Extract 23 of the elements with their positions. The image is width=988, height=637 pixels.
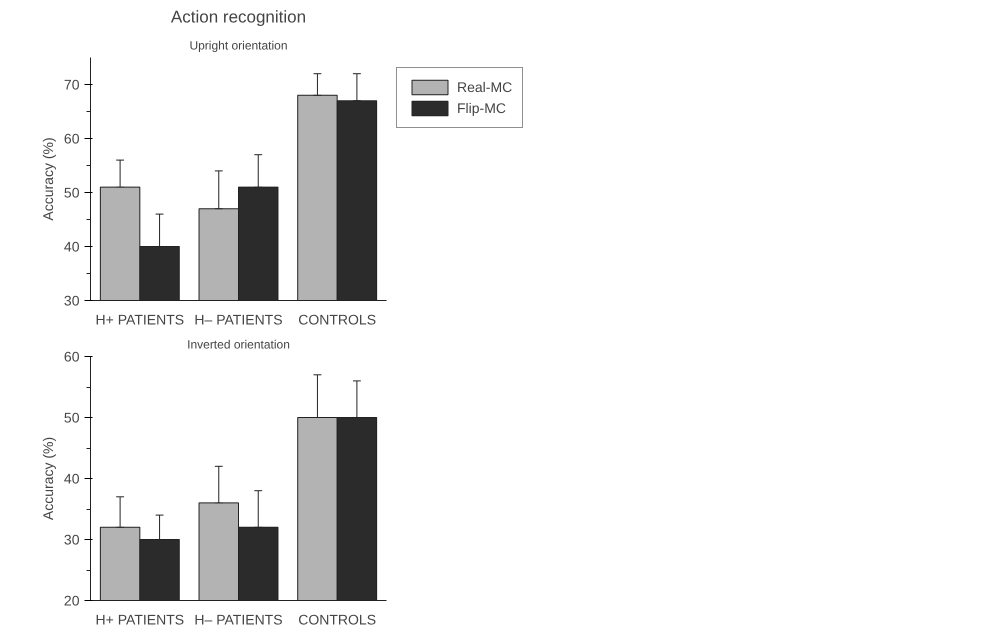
legend-label: Flip-MC bbox=[457, 100, 506, 116]
y-tick-label: 20 bbox=[64, 592, 80, 608]
y-tick-label: 30 bbox=[64, 292, 80, 308]
x-tick-label: CONTROLS bbox=[298, 312, 376, 328]
y-tick-label: 40 bbox=[64, 238, 80, 254]
y-axis-title: Accuracy (%) bbox=[40, 137, 56, 221]
y-tick-label: 50 bbox=[64, 410, 80, 426]
x-tick-label: H+ PATIENTS bbox=[96, 312, 184, 328]
x-tick-label: H– PATIENTS bbox=[194, 312, 283, 328]
chart-subtitle: Inverted orientation bbox=[187, 338, 290, 352]
y-tick-label: 70 bbox=[64, 76, 80, 92]
chart-subtitle: Upright orientation bbox=[189, 38, 288, 52]
x-tick-label: CONTROLS bbox=[298, 612, 376, 628]
x-tick-label: H+ PATIENTS bbox=[96, 612, 184, 628]
chart-title: Action recognition bbox=[170, 8, 306, 26]
y-tick-label: 60 bbox=[64, 130, 80, 146]
y-tick-label: 50 bbox=[64, 184, 80, 200]
y-axis-title: Accuracy (%) bbox=[40, 436, 56, 520]
x-tick-label: H– PATIENTS bbox=[194, 612, 283, 628]
y-tick-label: 60 bbox=[64, 348, 80, 364]
y-tick-label: 40 bbox=[64, 470, 80, 486]
legend-label: Real-MC bbox=[457, 79, 512, 95]
y-tick-label: 30 bbox=[64, 532, 80, 548]
